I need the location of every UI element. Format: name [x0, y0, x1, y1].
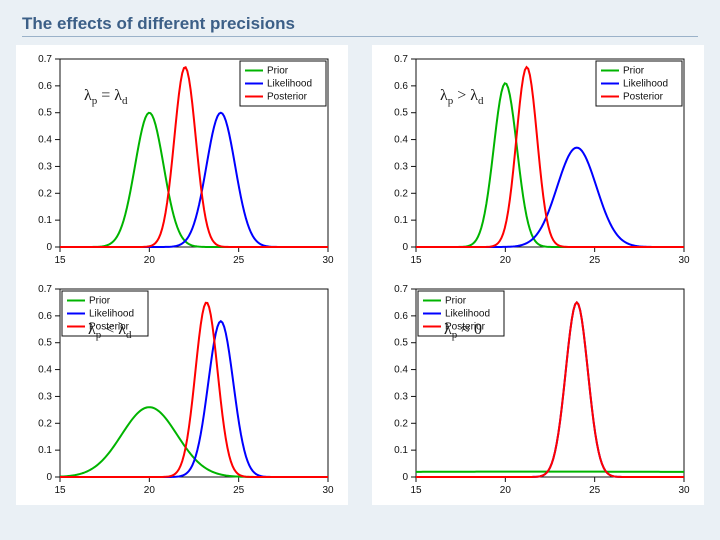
panel-eq: 15 20 25 30 0 0.1 0.2 0.3 0.4 0.5 0.6 0.7 Prior Likel…	[16, 45, 348, 275]
svg-text:0.1: 0.1	[38, 215, 52, 226]
svg-text:0.4: 0.4	[38, 365, 52, 376]
svg-text:0.2: 0.2	[394, 188, 408, 199]
svg-text:15: 15	[410, 485, 422, 496]
svg-text:25: 25	[233, 255, 245, 266]
svg-text:0.2: 0.2	[38, 188, 52, 199]
chart-zero: 15 20 25 30 0 0.1 0.2 0.3 0.4 0.5 0.6 0.7 Prior Likel…	[374, 279, 694, 503]
svg-text:0.1: 0.1	[394, 445, 408, 456]
svg-text:0.7: 0.7	[394, 284, 408, 295]
svg-text:Posterior: Posterior	[623, 92, 664, 103]
svg-text:Likelihood: Likelihood	[445, 309, 490, 320]
svg-text:0.5: 0.5	[38, 338, 52, 349]
svg-text:0.6: 0.6	[38, 311, 52, 322]
svg-text:15: 15	[54, 485, 66, 496]
panel-gt: 15 20 25 30 0 0.1 0.2 0.3 0.4 0.5 0.6 0.7 Prior Likel…	[372, 45, 704, 275]
svg-text:Likelihood: Likelihood	[623, 79, 668, 90]
svg-text:0.5: 0.5	[394, 338, 408, 349]
svg-text:0.3: 0.3	[394, 391, 408, 402]
svg-text:0.1: 0.1	[38, 445, 52, 456]
svg-text:Likelihood: Likelihood	[267, 79, 312, 90]
svg-text:0: 0	[402, 242, 408, 253]
svg-text:0.4: 0.4	[38, 135, 52, 146]
svg-text:30: 30	[322, 255, 334, 266]
svg-text:25: 25	[589, 255, 601, 266]
svg-text:0.7: 0.7	[394, 54, 408, 65]
svg-text:30: 30	[678, 485, 690, 496]
svg-text:0.3: 0.3	[394, 161, 408, 172]
title-underline	[22, 36, 698, 37]
svg-text:30: 30	[322, 485, 334, 496]
svg-text:0.5: 0.5	[38, 108, 52, 119]
svg-text:0.1: 0.1	[394, 215, 408, 226]
svg-text:0: 0	[46, 242, 52, 253]
legend: Prior Likelihood Posterior	[596, 61, 682, 106]
svg-text:20: 20	[500, 255, 512, 266]
svg-text:Likelihood: Likelihood	[89, 309, 134, 320]
svg-text:20: 20	[144, 485, 156, 496]
svg-text:Prior: Prior	[445, 296, 467, 307]
svg-text:Posterior: Posterior	[89, 322, 130, 333]
panel-lt: 15 20 25 30 0 0.1 0.2 0.3 0.4 0.5 0.6 0.7 Prior Likel…	[16, 275, 348, 505]
svg-text:25: 25	[589, 485, 601, 496]
svg-text:0.7: 0.7	[38, 54, 52, 65]
svg-text:0: 0	[46, 472, 52, 483]
svg-text:15: 15	[410, 255, 422, 266]
svg-text:0.6: 0.6	[394, 81, 408, 92]
svg-text:Prior: Prior	[267, 66, 289, 77]
svg-text:0.7: 0.7	[38, 284, 52, 295]
legend: Prior Likelihood Posterior	[62, 291, 148, 336]
page-title: The effects of different precisions	[0, 10, 720, 36]
svg-text:0.3: 0.3	[38, 161, 52, 172]
svg-text:0.2: 0.2	[38, 418, 52, 429]
svg-text:0.6: 0.6	[394, 311, 408, 322]
svg-text:20: 20	[144, 255, 156, 266]
svg-text:30: 30	[678, 255, 690, 266]
svg-text:25: 25	[233, 485, 245, 496]
legend: Prior Likelihood Posterior	[240, 61, 326, 106]
svg-text:Prior: Prior	[623, 66, 645, 77]
svg-text:0.2: 0.2	[394, 418, 408, 429]
panel-zero: 15 20 25 30 0 0.1 0.2 0.3 0.4 0.5 0.6 0.7 Prior Likel…	[372, 275, 704, 505]
svg-text:0.6: 0.6	[38, 81, 52, 92]
panel-grid: 15 20 25 30 0 0.1 0.2 0.3 0.4 0.5 0.6 0.7 Prior Likel…	[16, 45, 704, 505]
chart-lt: 15 20 25 30 0 0.1 0.2 0.3 0.4 0.5 0.6 0.7 Prior Likel…	[18, 279, 338, 503]
svg-text:15: 15	[54, 255, 66, 266]
legend: Prior Likelihood Posterior	[418, 291, 504, 336]
svg-text:Prior: Prior	[89, 296, 111, 307]
svg-text:Posterior: Posterior	[267, 92, 308, 103]
svg-text:0: 0	[402, 472, 408, 483]
svg-text:20: 20	[500, 485, 512, 496]
chart-gt: 15 20 25 30 0 0.1 0.2 0.3 0.4 0.5 0.6 0.7 Prior Likel…	[374, 49, 694, 273]
svg-text:0.3: 0.3	[38, 391, 52, 402]
chart-eq: 15 20 25 30 0 0.1 0.2 0.3 0.4 0.5 0.6 0.7 Prior Likel…	[18, 49, 338, 273]
svg-text:0.4: 0.4	[394, 365, 408, 376]
svg-text:0.5: 0.5	[394, 108, 408, 119]
svg-text:Posterior: Posterior	[445, 322, 486, 333]
svg-text:0.4: 0.4	[394, 135, 408, 146]
